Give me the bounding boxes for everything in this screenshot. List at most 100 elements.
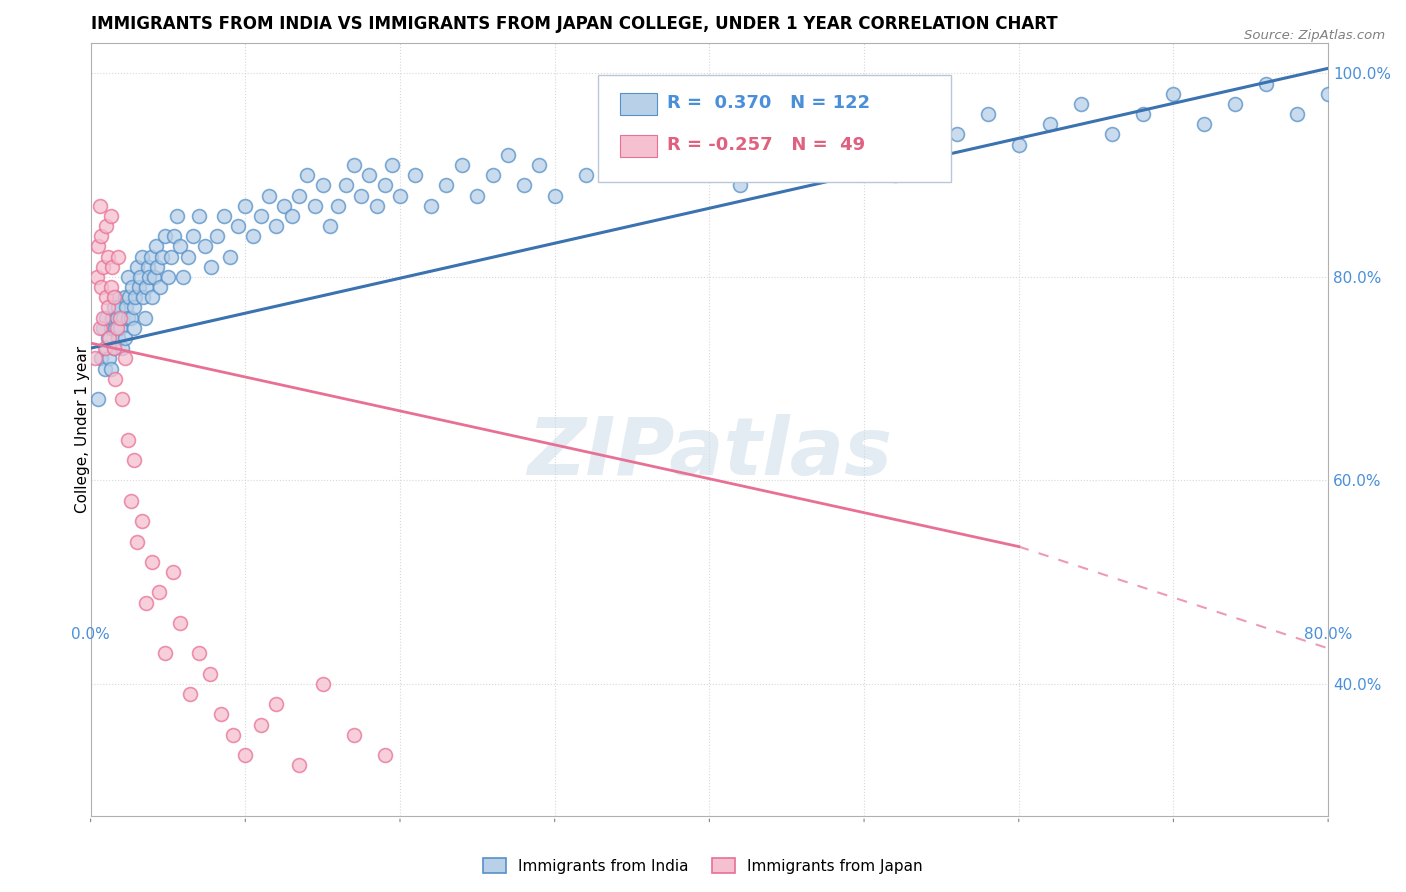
Point [242,229,264,244]
Point [1163,87,1185,101]
Point [156,269,179,284]
Point [668,158,690,172]
Point [98,331,121,345]
Point [107,250,129,264]
Point [117,269,139,284]
Point [94,341,117,355]
Point [166,209,188,223]
Point [100,280,122,294]
Point [169,239,191,253]
Point [114,351,136,366]
Point [118,290,141,304]
Point [280,209,302,223]
Point [122,321,145,335]
Point [150,250,173,264]
Point [94,290,117,304]
Point [884,168,907,182]
Point [98,351,121,366]
Point [264,698,287,712]
Point [86,269,108,284]
Text: 80.0%: 80.0% [1303,627,1353,641]
Point [94,310,117,325]
Point [529,158,551,172]
Point [90,351,112,366]
Point [104,290,127,304]
FancyBboxPatch shape [620,135,658,157]
Point [153,647,176,661]
Point [218,250,240,264]
Point [357,168,380,182]
Point [209,707,232,722]
Point [699,137,721,152]
Point [100,321,122,335]
Point [1039,117,1062,131]
Point [93,341,115,355]
Point [91,310,114,325]
Y-axis label: College, Under 1 year: College, Under 1 year [75,346,90,513]
Point [110,392,132,406]
Point [138,269,160,284]
FancyBboxPatch shape [620,93,658,115]
Point [93,361,115,376]
Point [853,148,876,162]
Point [132,290,155,304]
Point [100,361,122,376]
Point [125,534,148,549]
Point [101,310,124,325]
Point [419,199,441,213]
Point [131,250,153,264]
Point [141,555,163,569]
Point [977,107,1000,121]
Point [388,188,411,202]
Point [122,453,145,467]
Point [146,260,169,274]
Point [117,433,139,447]
Point [131,514,153,528]
Point [187,209,209,223]
Point [121,280,143,294]
Point [451,158,474,172]
Point [264,219,287,233]
Point [1256,77,1278,91]
Point [97,250,120,264]
Point [145,239,167,253]
Point [404,168,426,182]
Point [498,148,520,162]
Point [160,250,183,264]
Point [112,310,135,325]
Point [1008,137,1031,152]
Point [128,280,150,294]
Point [103,290,125,304]
Legend: Immigrants from India, Immigrants from Japan: Immigrants from India, Immigrants from J… [477,852,929,880]
Point [544,188,567,202]
Point [434,178,457,193]
Point [637,128,659,142]
Point [212,209,235,223]
FancyBboxPatch shape [598,75,950,182]
Point [90,229,112,244]
Point [105,310,128,325]
Text: IMMIGRANTS FROM INDIA VS IMMIGRANTS FROM JAPAN COLLEGE, UNDER 1 YEAR CORRELATION: IMMIGRANTS FROM INDIA VS IMMIGRANTS FROM… [90,15,1057,33]
Point [87,239,110,253]
Text: ZIPatlas: ZIPatlas [527,414,891,491]
Point [91,260,114,274]
Point [143,269,166,284]
Point [105,321,128,335]
Point [177,250,200,264]
Point [304,199,326,213]
Point [273,199,295,213]
Point [1286,107,1309,121]
Point [141,290,163,304]
Point [1225,97,1247,112]
Point [575,168,598,182]
Point [124,290,146,304]
Point [136,260,159,274]
Point [169,615,191,630]
Point [381,158,404,172]
Point [153,229,176,244]
Point [373,178,395,193]
Point [107,331,129,345]
Point [108,310,131,325]
Point [104,372,127,386]
Point [89,199,111,213]
